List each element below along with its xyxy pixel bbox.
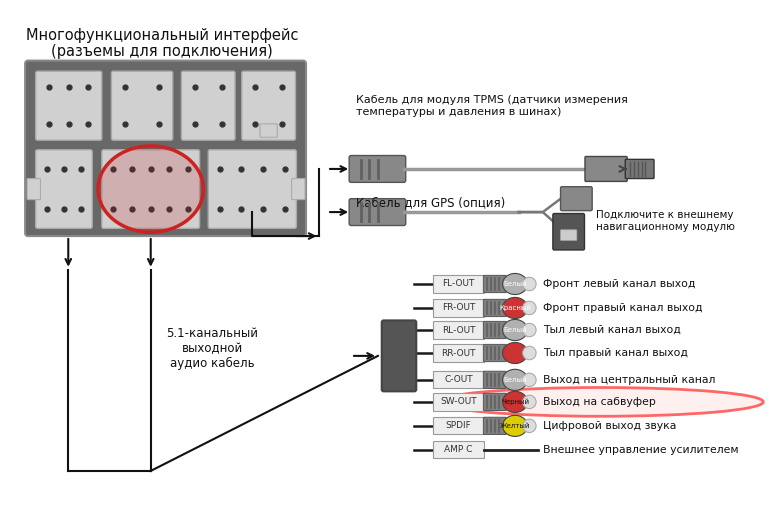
FancyBboxPatch shape	[36, 150, 92, 228]
FancyBboxPatch shape	[209, 150, 297, 228]
Ellipse shape	[502, 297, 527, 318]
Ellipse shape	[522, 346, 536, 359]
Ellipse shape	[502, 342, 527, 364]
Ellipse shape	[502, 369, 527, 390]
FancyBboxPatch shape	[483, 276, 506, 293]
FancyBboxPatch shape	[382, 320, 416, 391]
Ellipse shape	[522, 277, 536, 291]
Text: FR-OUT: FR-OUT	[442, 303, 475, 313]
Text: 5.1-канальный
выходной
аудио кабель: 5.1-канальный выходной аудио кабель	[166, 327, 258, 370]
FancyBboxPatch shape	[433, 300, 484, 317]
Text: C-OUT: C-OUT	[444, 375, 473, 384]
Text: RR-OUT: RR-OUT	[441, 349, 476, 357]
Text: Подключите к внешнему
навигационному модулю: Подключите к внешнему навигационному мод…	[596, 210, 734, 232]
FancyBboxPatch shape	[181, 71, 235, 140]
Ellipse shape	[522, 419, 536, 432]
Text: FL-OUT: FL-OUT	[442, 279, 475, 289]
FancyBboxPatch shape	[483, 344, 506, 362]
Text: AMP C: AMP C	[444, 445, 473, 454]
FancyBboxPatch shape	[433, 321, 484, 339]
FancyBboxPatch shape	[102, 150, 200, 228]
FancyBboxPatch shape	[553, 214, 584, 250]
FancyBboxPatch shape	[626, 159, 654, 179]
Ellipse shape	[502, 319, 527, 341]
FancyBboxPatch shape	[349, 156, 405, 182]
Text: SW-OUT: SW-OUT	[440, 398, 476, 406]
FancyBboxPatch shape	[433, 393, 484, 411]
Ellipse shape	[522, 301, 536, 315]
FancyBboxPatch shape	[561, 187, 592, 210]
Text: Многофункциональный интерфейс: Многофункциональный интерфейс	[26, 28, 298, 43]
Text: Фронт правый канал выход: Фронт правый канал выход	[543, 303, 702, 313]
Ellipse shape	[522, 373, 536, 387]
Text: Белый: Белый	[503, 377, 526, 383]
Ellipse shape	[502, 415, 527, 437]
FancyBboxPatch shape	[433, 417, 484, 435]
FancyBboxPatch shape	[433, 344, 484, 362]
FancyBboxPatch shape	[433, 371, 484, 389]
FancyBboxPatch shape	[483, 321, 506, 339]
Text: Тыл левый канал выход: Тыл левый канал выход	[543, 325, 681, 335]
FancyBboxPatch shape	[561, 230, 577, 240]
FancyBboxPatch shape	[27, 179, 41, 200]
Text: Кабель для модуля TPMS (датчики измерения
температуры и давления в шинах): Кабель для модуля TPMS (датчики измерени…	[356, 95, 628, 117]
FancyBboxPatch shape	[483, 393, 506, 411]
FancyBboxPatch shape	[242, 71, 295, 140]
Text: Красный: Красный	[499, 305, 531, 311]
FancyBboxPatch shape	[291, 179, 305, 200]
Text: Желтый: Желтый	[500, 423, 530, 429]
Text: Выход на центральный канал: Выход на центральный канал	[543, 375, 715, 385]
Ellipse shape	[98, 146, 203, 232]
Text: RL-OUT: RL-OUT	[442, 326, 475, 334]
FancyBboxPatch shape	[483, 371, 506, 389]
Text: Белый: Белый	[503, 281, 526, 287]
FancyBboxPatch shape	[483, 417, 506, 435]
Text: (разъемы для подключения): (разъемы для подключения)	[52, 44, 273, 59]
Ellipse shape	[502, 391, 527, 413]
FancyBboxPatch shape	[585, 156, 627, 181]
FancyBboxPatch shape	[112, 71, 173, 140]
Text: Тыл правый канал выход: Тыл правый канал выход	[543, 348, 688, 358]
Text: Кабель для GPS (опция): Кабель для GPS (опция)	[356, 196, 505, 209]
FancyBboxPatch shape	[25, 60, 306, 236]
Ellipse shape	[522, 395, 536, 408]
Text: Цифровой выход звука: Цифровой выход звука	[543, 421, 676, 431]
Ellipse shape	[502, 274, 527, 294]
Text: Внешнее управление усилителем: Внешнее управление усилителем	[543, 445, 738, 455]
Ellipse shape	[437, 388, 763, 416]
Text: Белый: Белый	[503, 327, 526, 333]
Text: Выход на сабвуфер: Выход на сабвуфер	[543, 397, 656, 407]
Text: SPDIF: SPDIF	[446, 421, 471, 430]
FancyBboxPatch shape	[260, 124, 277, 138]
Text: Фронт левый канал выход: Фронт левый канал выход	[543, 279, 695, 289]
Ellipse shape	[522, 324, 536, 337]
Text: Черный: Черный	[501, 399, 529, 405]
FancyBboxPatch shape	[349, 199, 405, 226]
FancyBboxPatch shape	[433, 441, 484, 458]
FancyBboxPatch shape	[483, 300, 506, 317]
FancyBboxPatch shape	[433, 276, 484, 293]
FancyBboxPatch shape	[36, 71, 102, 140]
